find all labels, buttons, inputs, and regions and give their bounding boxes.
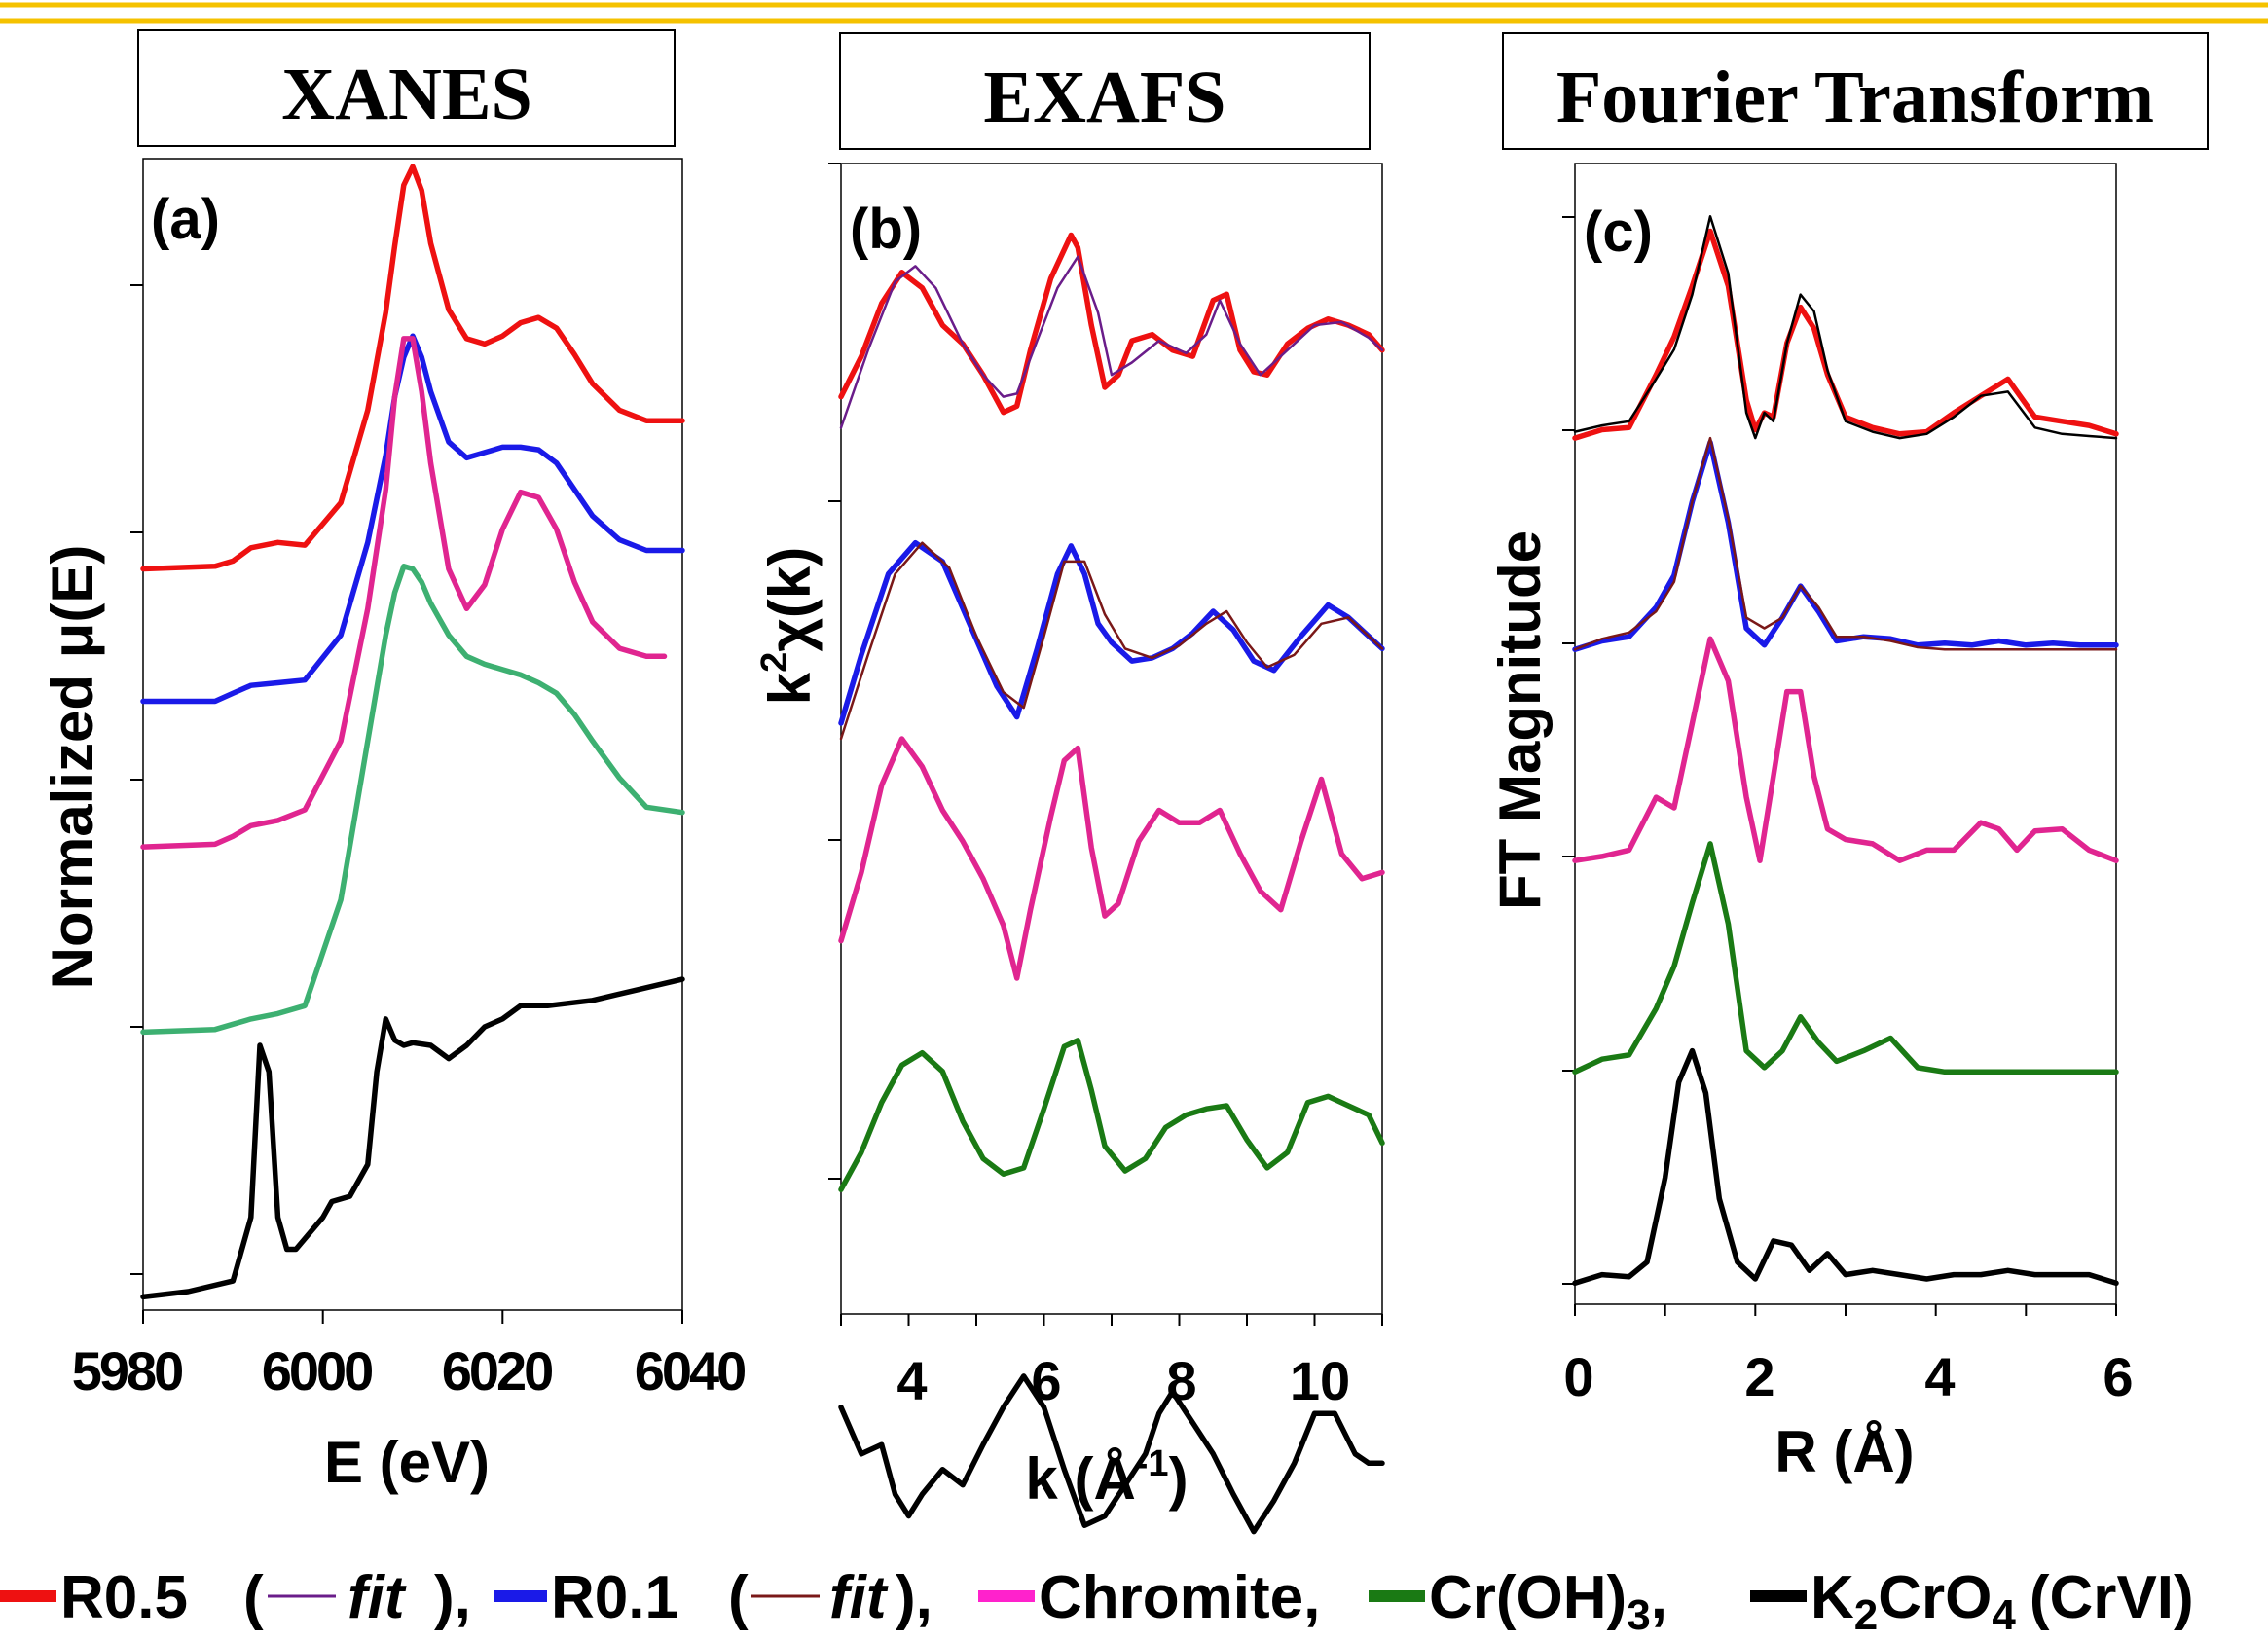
panel-b-xtick-label: 10	[1290, 1350, 1350, 1411]
panel-a-label: (a)	[151, 188, 220, 251]
panel-c-label: (c)	[1584, 201, 1653, 264]
panel-c-yticks	[1562, 216, 1575, 1285]
series-line-cr-oh-3	[838, 1038, 1385, 1192]
series-line-chromite	[838, 736, 1385, 981]
panel-b-xticks	[840, 1314, 1383, 1326]
panel-a-xtick-label: 6000	[262, 1340, 372, 1402]
panel-b-xlabel: k (Å-1)	[1025, 1443, 1188, 1512]
legend-paren-close: ),	[434, 1564, 471, 1631]
panel-a-yticks	[130, 284, 143, 1275]
panel-c-plot	[1572, 215, 2119, 1287]
panel-c-xtick-label: 0	[1563, 1346, 1593, 1407]
series-line-r0-5	[838, 232, 1385, 416]
panel-b-xtick-label: 4	[896, 1350, 927, 1411]
panel-a-ylabel: Normalized μ(E)	[40, 545, 105, 990]
series-line-chromite	[1572, 636, 2119, 863]
panel-c-title: Fourier Transform	[1556, 56, 2154, 138]
legend-label-r01: R0.1	[551, 1564, 678, 1631]
panel-b-plot	[838, 232, 1385, 1535]
panel-b-title: EXAFS	[983, 56, 1225, 138]
panel-c-frame	[1574, 163, 2117, 1305]
series-line-cr-oh-3	[140, 564, 685, 1036]
legend-label-chromite: Chromite,	[1039, 1564, 1320, 1631]
panel-a-xlabel: E (eV)	[324, 1430, 490, 1495]
legend-label-fit: fit	[829, 1564, 889, 1631]
series-line-chromite	[140, 336, 668, 850]
legend-label-r05: R0.5	[60, 1564, 188, 1631]
panel-b-ylabel: k2χ(k)	[754, 547, 823, 705]
legend-paren-open: (	[243, 1564, 264, 1631]
panel-b-label: (b)	[850, 198, 922, 261]
panel-b-title-box	[839, 32, 1371, 150]
series-line-r0-5	[1572, 228, 2119, 441]
panel-c-xlabel: R (Å)	[1774, 1419, 1914, 1484]
panel-a-xtick-label: 6040	[635, 1340, 745, 1402]
panel-b-xtick-label: 6	[1031, 1350, 1061, 1411]
series-line-r0-5-fit	[839, 255, 1384, 429]
panel-a-xtick-label: 5980	[72, 1340, 182, 1402]
legend-label-croh3: Cr(OH)3,	[1429, 1564, 1667, 1637]
series-line-r0-1	[140, 333, 685, 705]
panel-a-frame	[142, 158, 683, 1311]
series-line-r0-5	[140, 164, 685, 572]
series-line-cr-oh-3	[1572, 841, 2119, 1076]
series-line-r0-1	[838, 539, 1385, 726]
panel-c-xtick-label: 4	[1924, 1346, 1955, 1407]
panel-a-title-box	[137, 29, 676, 147]
series-line-r0-1	[1572, 439, 2119, 652]
legend-label-fit: fit	[348, 1564, 407, 1631]
panel-a-title: XANES	[281, 54, 532, 135]
series-line-k2cro4-crvi-	[838, 1373, 1385, 1535]
panel-b-yticks	[828, 163, 841, 1180]
panel-c-xtick-label: 2	[1744, 1346, 1774, 1407]
panel-c-ylabel: FT Magnitude	[1487, 530, 1553, 910]
panel-c-title-box	[1502, 32, 2209, 150]
panel-a-plot	[140, 164, 685, 1300]
series-line-r0-1-fit	[1573, 436, 2118, 651]
panel-c-xtick-label: 6	[2103, 1346, 2133, 1407]
series-line-k2cro4-crvi-	[1572, 1047, 2119, 1287]
panel-c-xticks	[1574, 1304, 2117, 1316]
series-line-r0-1-fit	[839, 541, 1384, 741]
panel-a-xtick-label: 6020	[442, 1340, 552, 1402]
legend: R0.5 ( fit ), R0.1 ( fit ), Chromite, Cr…	[0, 1564, 2194, 1639]
series-line-r0-5-fit	[1573, 215, 2118, 440]
legend-label-k2cro4: K2CrO4 (CrVI)	[1811, 1564, 2194, 1637]
legend-paren-close: ),	[896, 1564, 933, 1631]
panel-a-xticks	[142, 1310, 683, 1324]
legend-paren-open: (	[728, 1564, 749, 1631]
series-line-k2cro4-crvi-	[140, 976, 685, 1300]
